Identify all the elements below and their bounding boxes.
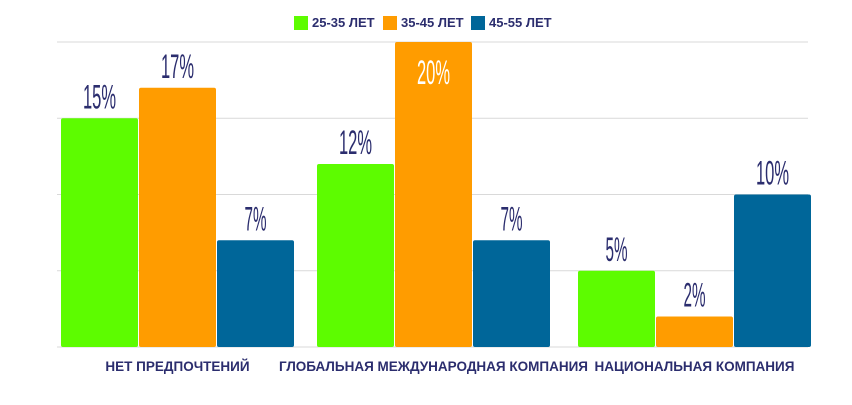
legend-swatch-0 — [294, 16, 308, 30]
category-label-1: ГЛОБАЛЬНАЯ МЕЖДУНАРОДНАЯ КОМПАНИЯ — [279, 359, 588, 374]
category-labels: НЕТ ПРЕДПОЧТЕНИЙ ГЛОБАЛЬНАЯ МЕЖДУНАРОДНАЯ… — [105, 359, 794, 374]
legend-label-0: 25-35 ЛЕТ — [312, 15, 375, 30]
bar-0-2 — [217, 240, 294, 347]
data-labels: 15% 17% 7% 12% 20% 7% 5% 2% 10% — [83, 48, 789, 315]
category-label-2: НАЦИОНАЛЬНАЯ КОМПАНИЯ — [595, 359, 795, 374]
bar-1-1 — [395, 42, 472, 347]
data-label-1-2: 7% — [501, 200, 523, 238]
bars — [61, 42, 811, 347]
bar-2-1 — [656, 316, 733, 347]
legend-label-1: 35-45 ЛЕТ — [401, 15, 464, 30]
data-label-1-1: 20% — [417, 54, 450, 92]
bar-0-1 — [139, 87, 216, 347]
legend: 25-35 ЛЕТ 35-45 ЛЕТ 45-55 ЛЕТ — [294, 15, 552, 30]
legend-label-2: 45-55 ЛЕТ — [489, 15, 552, 30]
data-label-0-2: 7% — [245, 200, 267, 238]
data-label-2-1: 2% — [684, 277, 706, 315]
data-label-2-2: 10% — [756, 155, 789, 193]
bar-2-2 — [734, 194, 811, 347]
data-label-0-0: 15% — [83, 78, 116, 116]
data-label-2-0: 5% — [606, 231, 628, 269]
category-label-0: НЕТ ПРЕДПОЧТЕНИЙ — [105, 359, 249, 374]
bar-2-0 — [578, 270, 655, 347]
bar-1-2 — [473, 240, 550, 347]
legend-swatch-1 — [383, 16, 397, 30]
data-label-1-0: 12% — [339, 124, 372, 162]
data-label-0-1: 17% — [161, 48, 194, 86]
bar-1-0 — [317, 164, 394, 347]
legend-swatch-2 — [471, 16, 485, 30]
bar-0-0 — [61, 118, 138, 347]
